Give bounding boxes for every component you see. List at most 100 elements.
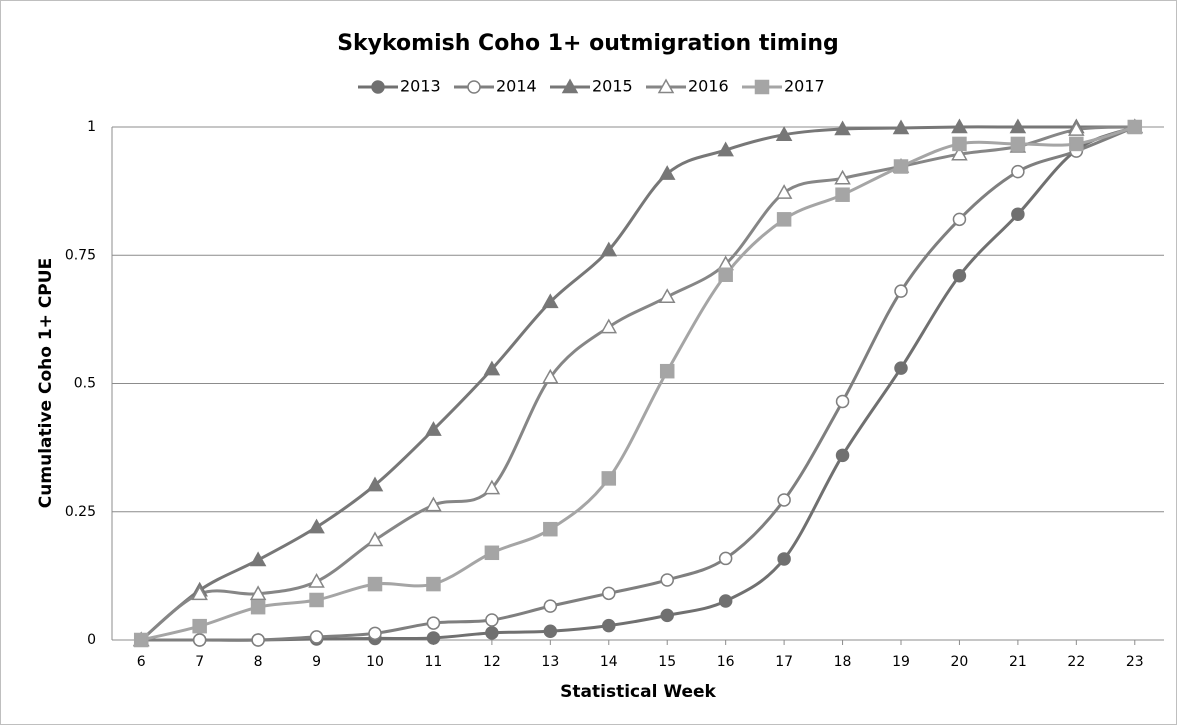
x-tick-label: 13 xyxy=(541,654,559,670)
x-tick-label: 18 xyxy=(834,654,852,670)
data-point xyxy=(192,618,207,634)
x-tick-label: 8 xyxy=(254,654,263,670)
data-point xyxy=(777,552,791,566)
chart-title: Skykomish Coho 1+ outmigration timing xyxy=(337,31,839,56)
data-point xyxy=(717,141,734,157)
data-point xyxy=(1069,136,1084,152)
y-tick-label: 1 xyxy=(87,119,96,135)
data-point xyxy=(894,284,908,298)
x-tick-label: 16 xyxy=(717,654,735,670)
data-point xyxy=(660,573,674,587)
legend-marker xyxy=(467,80,481,94)
data-point xyxy=(426,616,441,630)
data-point xyxy=(485,613,499,627)
data-point xyxy=(834,169,851,185)
data-point xyxy=(309,592,324,608)
data-point xyxy=(133,632,149,648)
x-tick-label: 17 xyxy=(775,654,793,670)
data-point xyxy=(308,518,325,534)
x-tick-label: 7 xyxy=(195,654,204,670)
y-tick-label: 0.25 xyxy=(65,504,96,520)
data-point xyxy=(1010,136,1026,152)
data-point xyxy=(777,493,791,507)
data-point xyxy=(192,633,207,647)
data-point xyxy=(775,184,793,199)
legend: 2013 2014 2015 2016 2017 xyxy=(358,77,825,96)
data-point xyxy=(1127,119,1143,135)
data-point xyxy=(659,363,675,379)
x-tick-label: 6 xyxy=(137,654,146,670)
x-tick-label: 21 xyxy=(1009,654,1027,670)
x-tick-label: 19 xyxy=(892,654,910,670)
data-point xyxy=(368,626,382,641)
x-tick-label: 23 xyxy=(1126,654,1144,670)
legend-marker xyxy=(657,78,675,94)
data-point xyxy=(543,521,558,537)
data-point xyxy=(658,288,676,304)
data-point xyxy=(951,145,968,161)
data-point xyxy=(776,212,792,227)
data-point xyxy=(952,136,967,152)
data-point xyxy=(718,594,733,608)
data-point xyxy=(426,576,441,592)
data-point xyxy=(484,545,500,561)
data-point xyxy=(426,631,441,645)
data-point xyxy=(249,551,267,567)
data-point xyxy=(485,626,499,640)
data-point xyxy=(483,479,501,495)
data-point xyxy=(1068,121,1085,136)
data-point xyxy=(775,126,793,141)
data-point xyxy=(366,531,384,547)
y-tick-label: 0.75 xyxy=(65,247,96,263)
legend-marker xyxy=(754,79,770,95)
data-point xyxy=(600,318,618,334)
data-point xyxy=(308,572,325,588)
data-point xyxy=(600,241,618,257)
data-point xyxy=(835,187,850,202)
data-point xyxy=(309,630,324,644)
x-tick-label: 22 xyxy=(1067,654,1085,670)
legend-label: 2013 xyxy=(400,77,441,96)
data-point xyxy=(951,118,968,134)
legend-label: 2014 xyxy=(496,77,537,96)
data-point xyxy=(601,471,617,486)
x-tick-label: 9 xyxy=(312,654,321,670)
x-tick-label: 12 xyxy=(483,654,501,670)
data-point xyxy=(483,360,501,376)
data-point xyxy=(191,585,208,601)
data-point xyxy=(893,159,909,174)
y-axis-title: Cumulative Coho 1+ CPUE xyxy=(36,258,56,508)
data-point xyxy=(250,599,266,615)
legend-marker xyxy=(371,80,385,94)
data-point xyxy=(658,165,676,180)
data-point xyxy=(249,585,267,601)
legend-label: 2015 xyxy=(592,77,633,96)
data-point xyxy=(834,120,851,136)
data-point xyxy=(952,269,967,283)
data-point xyxy=(660,608,674,623)
x-tick-label: 10 xyxy=(366,654,384,670)
data-point xyxy=(1011,164,1025,179)
data-point xyxy=(367,576,383,592)
data-point xyxy=(1009,118,1027,134)
legend-marker xyxy=(561,78,579,94)
data-point xyxy=(952,212,967,227)
data-point xyxy=(718,267,733,282)
data-point xyxy=(542,368,559,384)
y-tick-label: 0 xyxy=(87,632,96,648)
data-point xyxy=(543,624,558,639)
x-tick-label: 20 xyxy=(951,654,969,670)
data-point xyxy=(602,586,616,601)
x-tick-label: 11 xyxy=(425,654,443,670)
data-point xyxy=(1011,207,1025,221)
data-point xyxy=(543,599,558,613)
data-point xyxy=(892,119,910,135)
data-point xyxy=(835,448,850,463)
data-point xyxy=(425,421,442,436)
data-point xyxy=(366,476,384,492)
data-point xyxy=(602,618,616,633)
legend-label: 2016 xyxy=(688,77,729,96)
data-point xyxy=(542,293,559,309)
